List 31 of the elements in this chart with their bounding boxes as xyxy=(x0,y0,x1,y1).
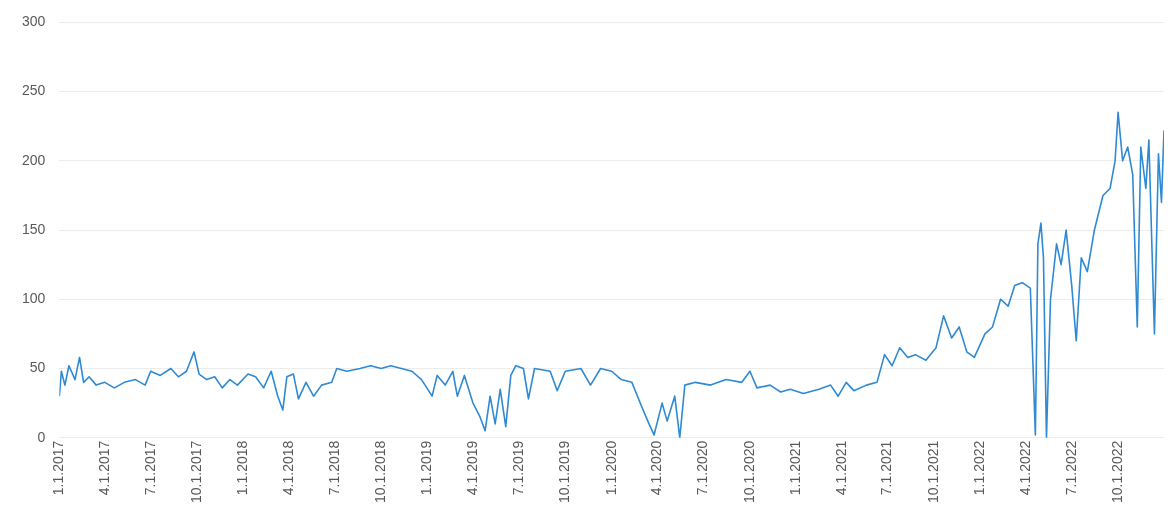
x-tick-label: 7.1.2018 xyxy=(325,440,342,496)
x-tick-label: 1.1.2022 xyxy=(971,440,988,496)
x-tick-label: 10.1.2018 xyxy=(372,440,389,504)
x-tick-label: 1.1.2020 xyxy=(602,440,619,496)
y-tick-label: 100 xyxy=(22,290,46,307)
y-tick-label: 250 xyxy=(22,82,46,99)
x-tick-label: 10.1.2021 xyxy=(924,440,941,504)
x-tick-label: 7.1.2022 xyxy=(1062,440,1079,496)
x-tick-label: 10.1.2017 xyxy=(187,440,204,504)
x-tick-label: 7.1.2020 xyxy=(694,440,711,496)
x-tick-label: 4.1.2018 xyxy=(279,440,296,496)
x-tick-label: 4.1.2019 xyxy=(463,440,480,496)
y-tick-label: 200 xyxy=(22,151,46,168)
x-tick-label: 1.1.2018 xyxy=(234,440,251,496)
x-tick-label: 4.1.2022 xyxy=(1016,440,1033,496)
x-tick-label: 4.1.2020 xyxy=(648,440,665,496)
x-tick-label: 7.1.2021 xyxy=(878,440,895,496)
x-tick-label: 10.1.2020 xyxy=(740,440,757,504)
x-tick-label: 10.1.2022 xyxy=(1108,440,1125,504)
y-tick-label: 150 xyxy=(22,220,46,237)
x-tick-label: 1.1.2021 xyxy=(787,440,804,496)
x-tick-label: 1.1.2017 xyxy=(50,440,67,496)
x-tick-label: 4.1.2017 xyxy=(95,440,112,496)
y-tick-label: 0 xyxy=(37,428,46,445)
x-tick-label: 10.1.2019 xyxy=(556,440,573,504)
x-tick-label: 4.1.2021 xyxy=(832,440,849,496)
x-tick-label: 7.1.2017 xyxy=(141,440,158,496)
y-tick-label: 50 xyxy=(29,359,46,376)
y-tick-label: 300 xyxy=(22,13,46,30)
x-tick-label: 1.1.2019 xyxy=(418,440,435,496)
x-tick-label: 7.1.2019 xyxy=(509,440,526,496)
